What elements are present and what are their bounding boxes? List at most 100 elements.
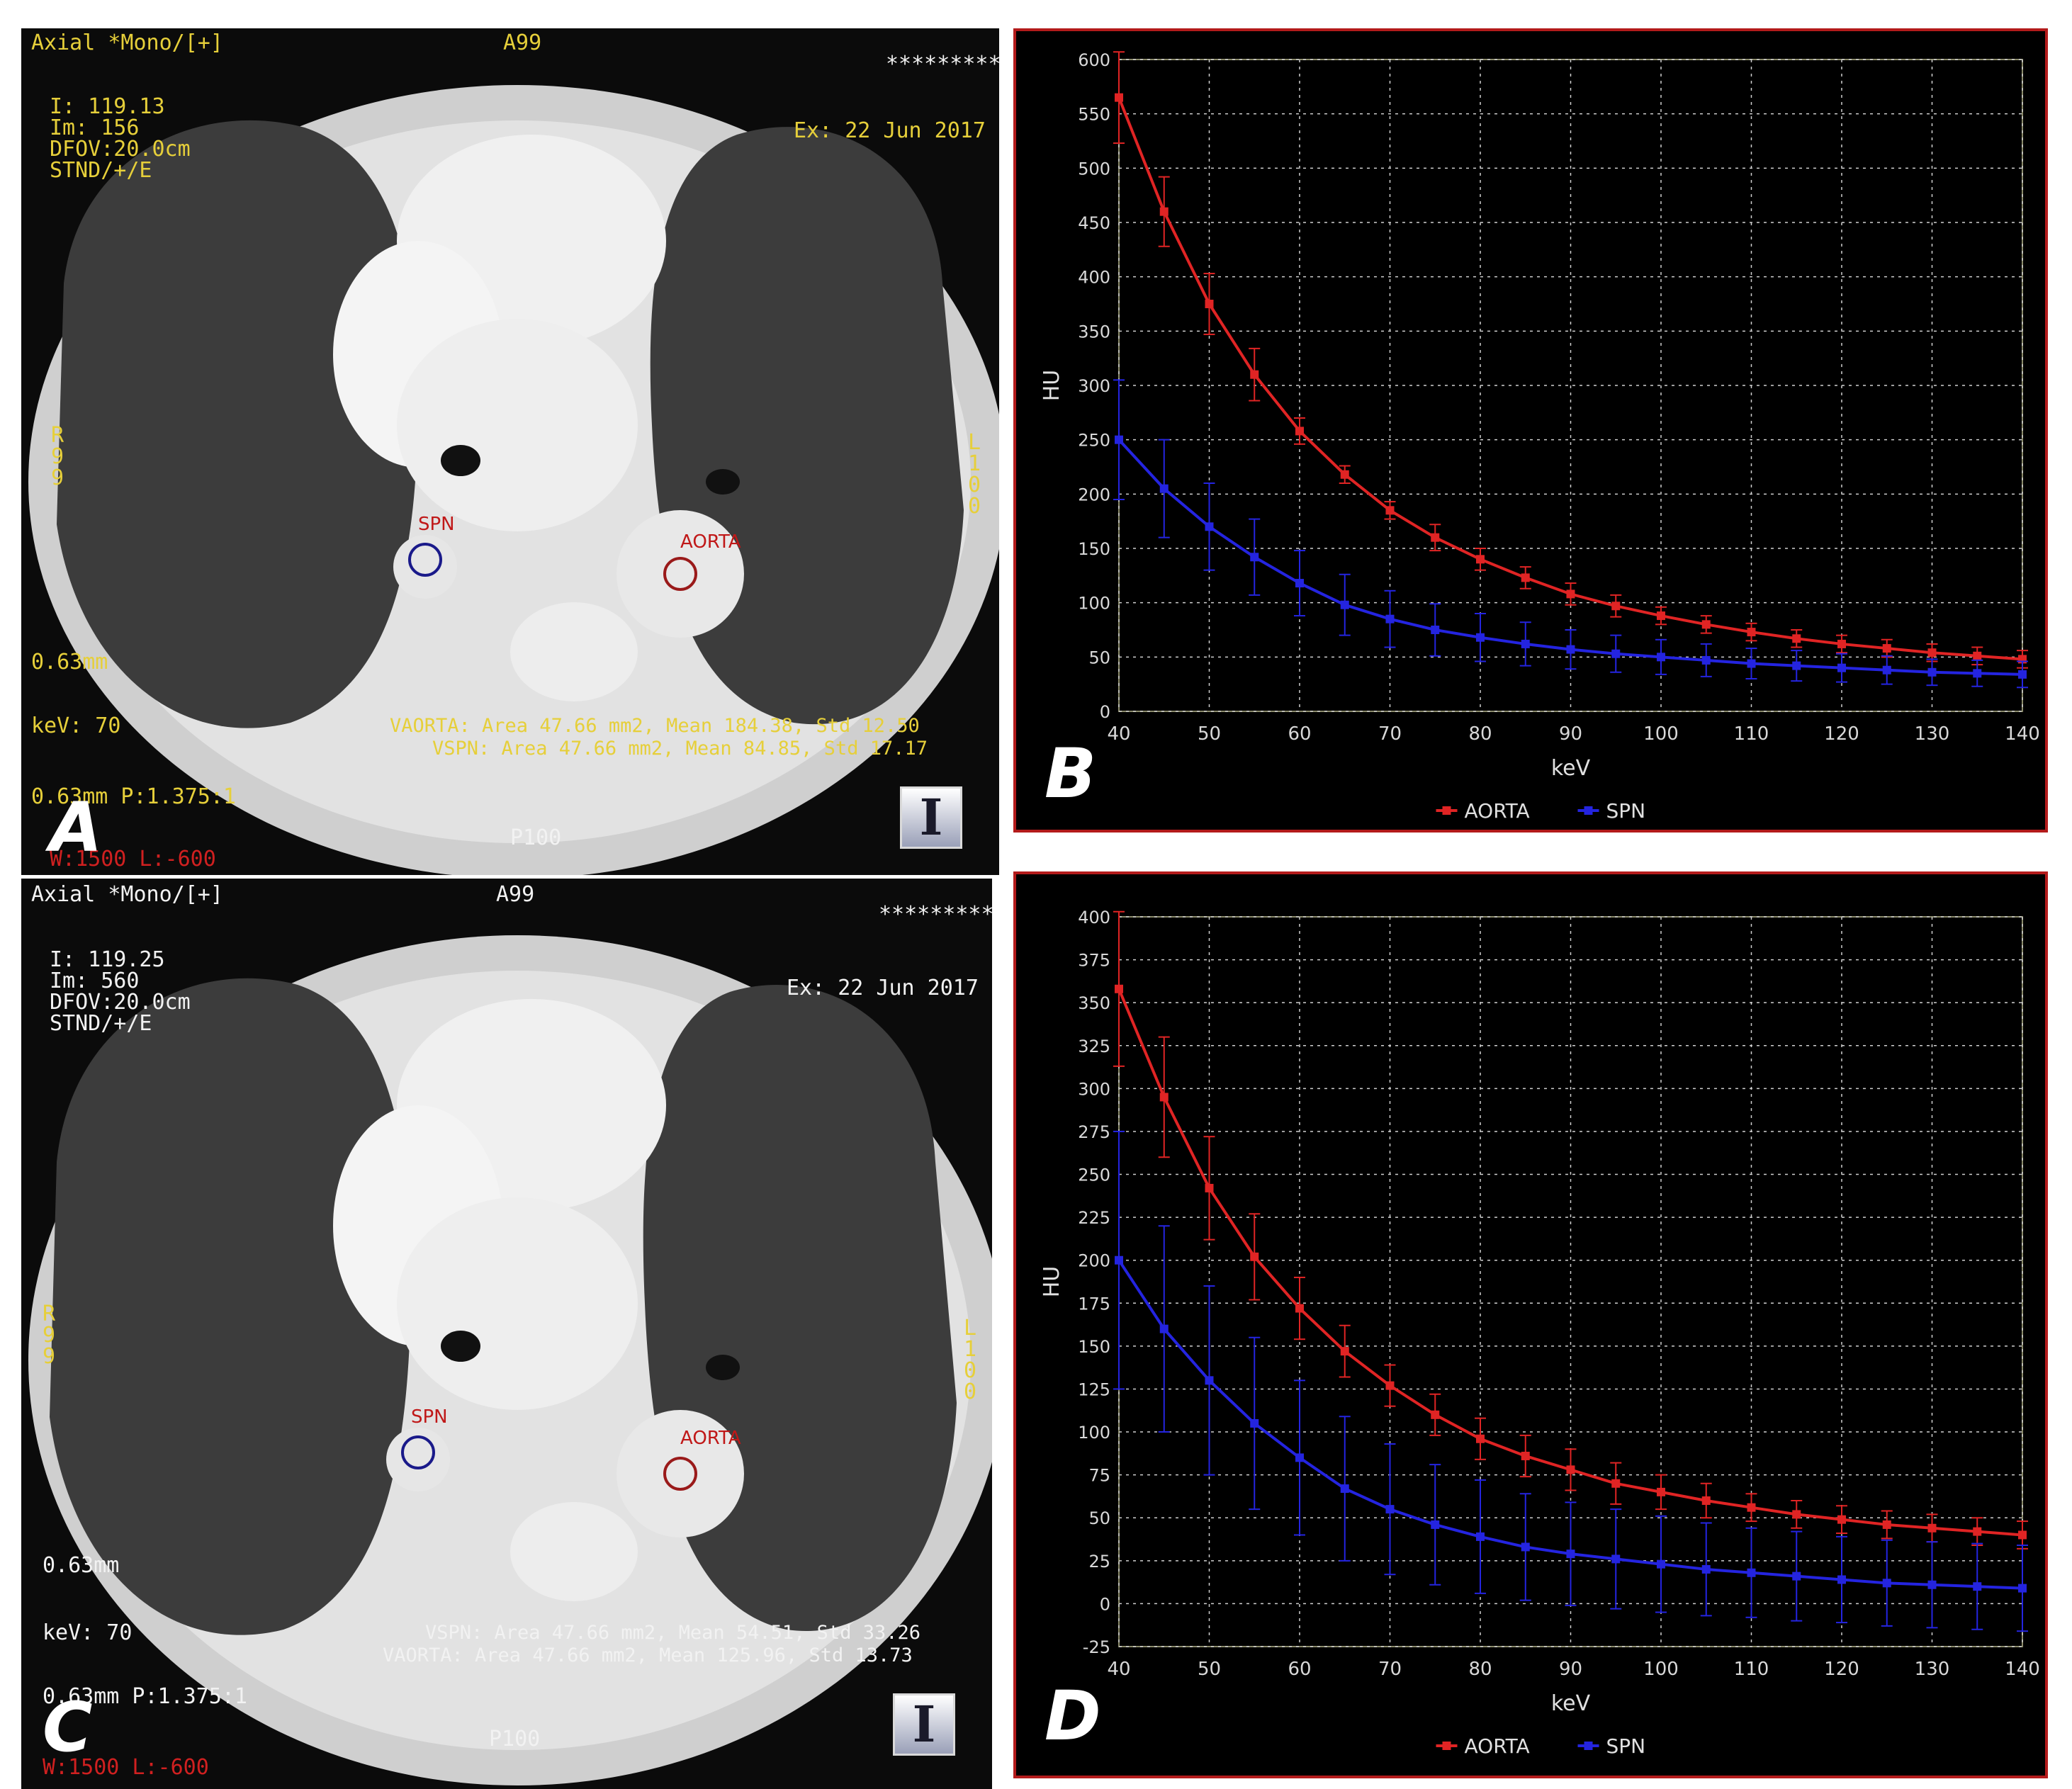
data-point-aorta — [1792, 1510, 1801, 1519]
ct-info-2: Im: 156 — [50, 115, 140, 140]
data-point-spn — [1837, 1575, 1846, 1584]
data-point-spn — [1340, 1484, 1349, 1494]
x-tick-label: 120 — [1824, 723, 1859, 745]
x-tick-label: 110 — [1734, 1659, 1769, 1680]
y-tick-label: 400 — [1078, 908, 1110, 927]
ct-header-right: ********* — [886, 52, 999, 77]
x-tick-label: 140 — [2005, 723, 2040, 745]
data-point-aorta — [1159, 207, 1169, 216]
data-point-aorta — [1431, 533, 1440, 542]
data-point-aorta — [1115, 93, 1123, 102]
data-point-spn — [1205, 522, 1214, 531]
ct-header-right: ********* — [879, 902, 992, 927]
y-tick-label: 375 — [1078, 951, 1110, 971]
ct-header-center: A99 — [496, 882, 535, 907]
data-point-aorta — [1927, 1523, 1937, 1533]
y-tick-label: 150 — [1078, 1337, 1110, 1357]
data-point-spn — [1521, 639, 1530, 648]
y-tick-label: 450 — [1078, 213, 1110, 233]
y-tick-label: 25 — [1088, 1552, 1110, 1571]
x-tick-label: 60 — [1288, 1659, 1311, 1680]
data-point-aorta — [1521, 1451, 1530, 1460]
ct-scan-graphic — [28, 935, 992, 1785]
y-tick-label: 350 — [1078, 322, 1110, 342]
data-point-aorta — [1431, 1410, 1440, 1419]
x-tick-label: 130 — [1915, 723, 1950, 745]
data-point-spn — [2018, 1584, 2027, 1593]
data-point-spn — [1566, 1550, 1575, 1559]
roi-spn-label: SPN — [411, 1406, 448, 1428]
data-point-spn — [1295, 1453, 1304, 1462]
legend-label-spn: SPN — [1606, 1734, 1646, 1758]
data-point-spn — [1657, 1559, 1665, 1569]
ct-right-orientation: L 1 0 0 — [968, 430, 981, 519]
ct-scan-graphic — [28, 85, 999, 875]
data-point-spn — [1159, 1324, 1169, 1333]
data-point-spn — [1385, 1505, 1395, 1514]
data-point-aorta — [1476, 1434, 1485, 1443]
data-point-aorta — [1385, 506, 1395, 515]
x-tick-label: 80 — [1468, 1659, 1492, 1680]
ct-kev: keV: 70 — [31, 713, 121, 738]
y-tick-label: 0 — [1100, 702, 1110, 722]
y-tick-label: 300 — [1078, 376, 1110, 396]
data-point-aorta — [1159, 1093, 1169, 1102]
x-tick-label: 50 — [1198, 723, 1221, 745]
ct-info-1: I: 119.13 — [50, 94, 165, 119]
y-tick-label: -25 — [1083, 1637, 1110, 1657]
y-tick-label: 550 — [1078, 105, 1110, 125]
data-point-aorta — [1295, 1304, 1304, 1313]
panel-letter-b: B — [1045, 734, 1097, 813]
data-point-aorta — [1250, 1252, 1259, 1261]
data-point-spn — [1340, 600, 1349, 609]
image-tool-icon[interactable]: I — [900, 786, 962, 849]
data-point-spn — [1431, 626, 1440, 634]
x-tick-label: 90 — [1559, 1659, 1582, 1680]
data-point-spn — [1927, 667, 1937, 677]
spectral-curve-panel-d: 40 50 60 70 80 90 100 110 120 130 140 -25 0 25 50 75 100… — [1013, 871, 2048, 1778]
ct-info-1: I: 119.25 — [50, 947, 165, 972]
data-point-aorta — [1611, 602, 1621, 611]
y-tick-label: 0 — [1100, 1594, 1110, 1614]
data-point-aorta — [1882, 1520, 1891, 1529]
x-tick-label: 50 — [1198, 1659, 1221, 1680]
data-point-spn — [2018, 670, 2027, 679]
data-point-spn — [1927, 1580, 1937, 1589]
image-tool-icon[interactable]: I — [893, 1693, 955, 1756]
data-point-spn — [1837, 663, 1846, 672]
spectral-chart-d: 40 50 60 70 80 90 100 110 120 130 140 -25 0 25 50 75 100… — [1040, 908, 2040, 1758]
data-point-spn — [1115, 435, 1123, 444]
data-point-aorta — [1295, 427, 1304, 436]
y-axis-label: HU — [1040, 1266, 1064, 1298]
ct-header-center: A99 — [503, 30, 542, 55]
ct-info-4: STND/+/E — [50, 1011, 152, 1036]
ct-exam-date: Ex: 22 Jun 2017 — [787, 976, 979, 1000]
data-point-spn — [1973, 1582, 1982, 1591]
data-point-spn — [1385, 614, 1395, 623]
legend-label-spn: SPN — [1606, 799, 1646, 823]
ct-thickness: 0.63mm — [43, 1553, 120, 1578]
data-point-spn — [1657, 653, 1665, 662]
data-point-aorta — [1657, 611, 1665, 621]
roi-spn-circle — [401, 1435, 435, 1469]
y-tick-label: 500 — [1078, 159, 1110, 179]
ct-info-2: Im: 560 — [50, 969, 140, 993]
ct-header-left: Axial *Mono/[+] — [31, 30, 223, 55]
ct-image-panel-a: Axial *Mono/[+] A99 ********* I: 119.13 … — [21, 28, 999, 875]
y-tick-label: 325 — [1078, 1037, 1110, 1056]
ct-kev: keV: 70 — [43, 1620, 133, 1645]
roi-aorta-label: AORTA — [680, 1428, 741, 1449]
legend-label-aorta: AORTA — [1465, 799, 1530, 823]
data-point-aorta — [1250, 370, 1259, 379]
y-tick-label: 175 — [1078, 1294, 1110, 1314]
ct-measure-2: VAORTA: Area 47.66 mm2, Mean 125.96, Std… — [383, 1644, 913, 1666]
ct-bottom-center: P100 — [510, 825, 562, 850]
x-tick-label: 110 — [1734, 723, 1769, 745]
data-point-aorta — [1701, 620, 1711, 629]
legend-marker — [1584, 1742, 1593, 1750]
data-point-aorta — [1837, 639, 1846, 648]
roi-aorta-circle — [663, 1457, 697, 1491]
ct-left-orientation: R 9 9 — [51, 423, 64, 490]
roi-spn-circle — [408, 543, 442, 577]
data-point-aorta — [1566, 589, 1575, 599]
